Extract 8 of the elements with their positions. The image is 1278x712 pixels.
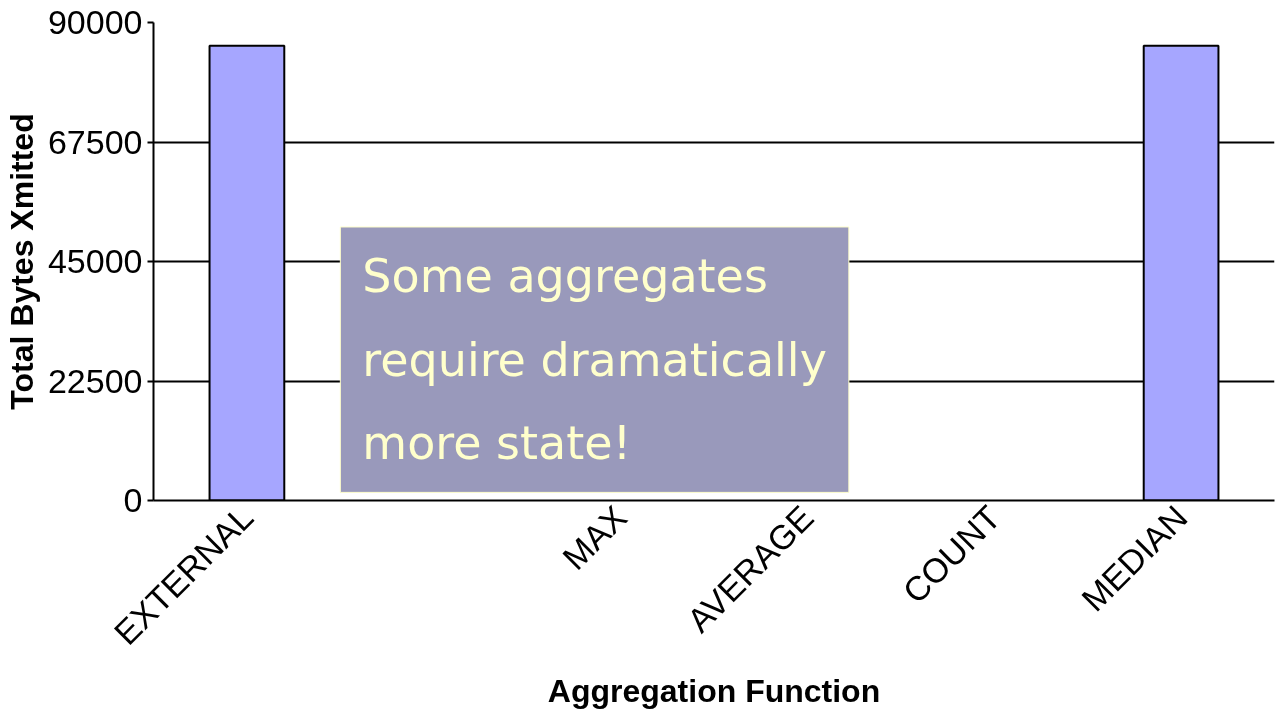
y-tick-label: 45000 xyxy=(47,242,143,280)
y-tick-label: 67500 xyxy=(47,122,143,161)
annotation: Some aggregates require dramatically more state! xyxy=(362,248,827,471)
x-axis-title: Aggregation Function xyxy=(547,673,881,710)
y-tick-label: 90000 xyxy=(47,3,143,41)
y-axis-title: Total Bytes Xmitted xyxy=(3,113,40,410)
y-tick-label: 0 xyxy=(123,481,143,519)
y-tick-label: 22500 xyxy=(47,361,143,400)
